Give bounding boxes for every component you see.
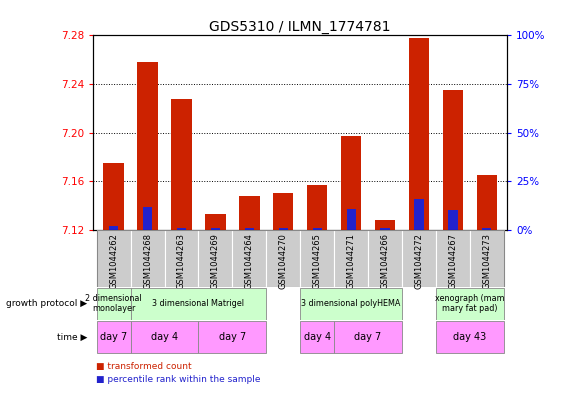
Bar [233,230,266,287]
Text: GSM1044267: GSM1044267 [448,233,458,289]
Bar [97,288,131,320]
Text: GSM1044272: GSM1044272 [415,233,423,288]
Bar [205,214,226,230]
Text: time ▶: time ▶ [57,332,87,342]
Text: xenograph (mam
mary fat pad): xenograph (mam mary fat pad) [435,294,505,313]
Bar [312,228,322,230]
Text: 3 dimensional polyHEMA: 3 dimensional polyHEMA [301,299,401,308]
Text: GSM1044270: GSM1044270 [279,233,288,288]
Text: GSM1044269: GSM1044269 [211,233,220,288]
Text: day 4: day 4 [304,332,331,342]
Bar [477,175,497,230]
Bar [266,230,300,287]
Text: ■ transformed count: ■ transformed count [96,362,192,371]
Bar [334,230,368,287]
Bar [198,230,233,287]
Bar [131,321,198,353]
Bar [198,321,266,353]
Bar [415,199,424,230]
Text: day 4: day 4 [151,332,178,342]
Text: GSM1044264: GSM1044264 [245,233,254,288]
Bar [164,230,198,287]
Text: day 7: day 7 [354,332,382,342]
Bar [470,230,504,287]
Text: day 43: day 43 [453,332,486,342]
Bar [409,38,429,230]
Bar [482,228,491,230]
Bar [368,230,402,287]
Bar [436,321,504,353]
Bar [171,99,192,230]
Bar [436,230,470,287]
Bar [307,185,328,230]
Bar [131,288,266,320]
Text: 3 dimensional Matrigel: 3 dimensional Matrigel [153,299,244,308]
Bar [448,211,458,230]
Bar [273,193,293,230]
Title: GDS5310 / ILMN_1774781: GDS5310 / ILMN_1774781 [209,20,391,34]
Bar [300,321,334,353]
Bar [97,321,131,353]
Bar [177,228,186,230]
Bar [381,228,389,230]
Bar [341,136,361,230]
Bar [143,207,152,230]
Bar [211,228,220,230]
Bar [436,288,504,320]
Text: GSM1044266: GSM1044266 [381,233,389,289]
Text: GSM1044271: GSM1044271 [347,233,356,288]
Bar [442,90,463,230]
Bar [103,163,124,230]
Bar [375,220,395,230]
Text: GSM1044262: GSM1044262 [109,233,118,288]
Bar [97,230,131,287]
Bar [402,230,436,287]
Bar [346,209,356,230]
Bar [245,228,254,230]
Bar [109,226,118,230]
Bar [334,321,402,353]
Text: GSM1044268: GSM1044268 [143,233,152,289]
Text: growth protocol ▶: growth protocol ▶ [6,299,87,308]
Bar [131,230,164,287]
Text: GSM1044263: GSM1044263 [177,233,186,289]
Text: day 7: day 7 [219,332,246,342]
Text: 2 dimensional
monolayer: 2 dimensional monolayer [85,294,142,313]
Bar [239,196,259,230]
Bar [300,230,334,287]
Text: GSM1044273: GSM1044273 [482,233,491,289]
Text: GSM1044265: GSM1044265 [312,233,322,288]
Bar [138,62,158,230]
Bar [300,288,402,320]
Text: ■ percentile rank within the sample: ■ percentile rank within the sample [96,375,261,384]
Bar [279,228,288,230]
Text: day 7: day 7 [100,332,127,342]
